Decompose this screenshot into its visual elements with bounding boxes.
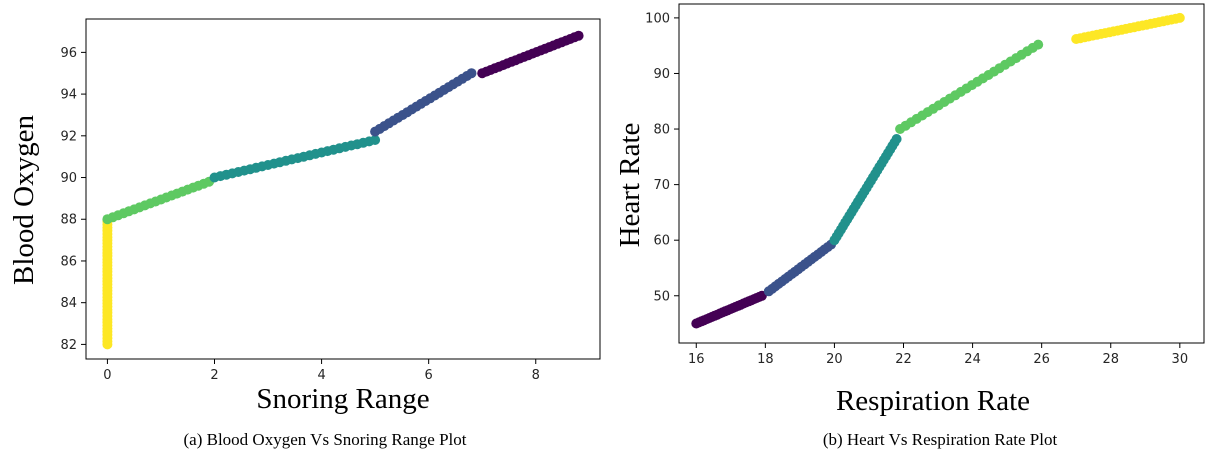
- panel-a-y-tick-label: 86: [60, 254, 77, 269]
- panel-b-y-tick-label: 80: [653, 123, 670, 138]
- panel-a-x-axis-title: Snoring Range: [256, 383, 429, 415]
- panel-a-y-tick-label: 84: [60, 296, 77, 311]
- panel-b-point: [1174, 12, 1185, 23]
- panel-b-y-tick-label: 70: [653, 178, 670, 193]
- panel-a-x-ticks: 0 2 4 6 8: [103, 359, 540, 383]
- panel-b-x-tick-label: 20: [826, 352, 843, 367]
- panel-b-y-tick-label: 100: [645, 11, 670, 26]
- panel-b-x-tick-label: 18: [757, 352, 774, 367]
- panel-a-y-tick-label: 90: [60, 171, 77, 186]
- panel-b-x-tick-label: 24: [964, 352, 981, 367]
- panel-a-x-tick-label: 4: [317, 368, 325, 383]
- panel-a-x-tick-label: 6: [425, 368, 433, 383]
- panel-a-y-ticks: 82 84 86 88 90 92 94 96: [60, 46, 86, 353]
- panel-a-y-tick-label: 96: [60, 46, 77, 61]
- panel-b-x-ticks: 16 18 20 22 24 26 28 30: [688, 343, 1188, 367]
- panel-a-x-tick-label: 2: [210, 368, 218, 383]
- panel-b-points: [691, 12, 1185, 329]
- panel-a-y-axis-title: Blood Oxygen: [8, 115, 40, 285]
- panel-b-x-tick-label: 16: [688, 352, 705, 367]
- panel-b-point: [891, 134, 902, 144]
- panel-b-y-axis-title: Heart Rate: [614, 123, 646, 248]
- panel-a-caption: (a) Blood Oxygen Vs Snoring Range Plot: [183, 430, 466, 449]
- panel-a: 0 2 4 6 8 82 84 86 88 90 92 94 96 Snoring Range Blo…: [8, 18, 601, 449]
- panel-b-caption: (b) Heart Vs Respiration Rate Plot: [823, 430, 1058, 449]
- panel-a-point: [370, 135, 381, 145]
- panel-a-y-tick-label: 88: [60, 213, 77, 228]
- panel-b-point: [1033, 39, 1044, 50]
- panel-b-y-ticks: 50 60 70 80 90 100: [645, 11, 679, 304]
- panel-a-x-tick-label: 0: [103, 368, 111, 383]
- panel-a-y-tick-label: 92: [60, 129, 77, 144]
- panel-a-points: [102, 30, 584, 350]
- panel-a-point: [466, 68, 477, 79]
- panel-b-x-tick-label: 26: [1033, 352, 1050, 367]
- panel-b-x-axis-title: Respiration Rate: [836, 385, 1030, 417]
- panel-a-y-tick-label: 94: [60, 88, 77, 103]
- panel-b: 16 18 20 22 24 26 28 30 50 60 70 80 90 100 Respirati…: [614, 3, 1205, 449]
- panel-a-point: [573, 30, 584, 41]
- panel-b-y-tick-label: 90: [653, 67, 670, 82]
- panel-b-y-tick-label: 50: [653, 289, 670, 304]
- panel-a-y-tick-label: 82: [60, 338, 77, 353]
- panel-a-plot-frame: [85, 18, 601, 360]
- panel-b-x-tick-label: 22: [895, 352, 912, 367]
- panel-b-x-tick-label: 28: [1102, 352, 1119, 367]
- panel-b-x-tick-label: 30: [1172, 352, 1189, 367]
- panel-a-x-tick-label: 8: [532, 368, 540, 383]
- panel-b-y-tick-label: 60: [653, 234, 670, 249]
- panel-b-plot-frame: [678, 3, 1205, 344]
